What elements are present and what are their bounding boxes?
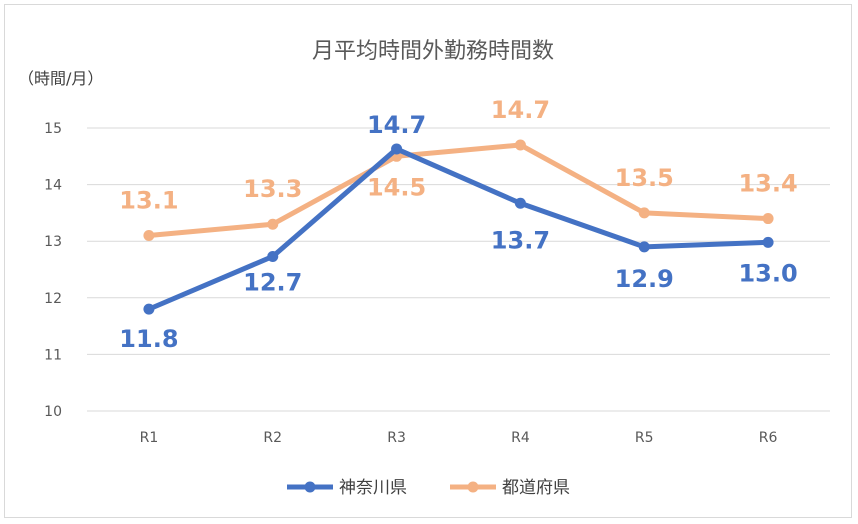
data-point: [514, 197, 526, 209]
y-tick-label: 13: [44, 234, 62, 250]
legend: 神奈川県 都道府県: [287, 478, 570, 498]
x-axis-ticks: R1 R2 R3 R4 R5 R6: [140, 430, 778, 446]
legend-label: 神奈川県: [339, 478, 407, 498]
data-point: [514, 139, 526, 151]
data-label: 12.7: [243, 268, 302, 296]
x-tick-label: R4: [511, 430, 530, 446]
gridlines: [87, 127, 830, 412]
data-point: [143, 230, 155, 242]
data-point: [267, 250, 279, 262]
legend-item: 神奈川県: [287, 478, 407, 498]
series-line: [146, 146, 771, 312]
y-axis-ticks: 10 11 12 13 14 15: [44, 121, 62, 420]
x-tick-label: R3: [387, 430, 406, 446]
data-label: 13.1: [119, 187, 178, 215]
legend-marker: [304, 481, 316, 493]
data-label: 14.5: [367, 173, 426, 201]
data-label: 13.7: [491, 226, 550, 254]
data-label: 14.7: [491, 96, 550, 124]
data-label: 13.5: [615, 164, 674, 192]
x-tick-label: R2: [263, 430, 282, 446]
y-tick-label: 12: [44, 291, 62, 307]
x-tick-label: R1: [140, 430, 159, 446]
data-label: 12.9: [615, 265, 674, 293]
chart-frame: [4, 4, 852, 518]
series-神奈川県: [143, 143, 774, 315]
data-label: 11.8: [119, 325, 178, 353]
y-axis-unit-label: （時間/月）: [18, 69, 103, 88]
legend-label: 都道府県: [502, 478, 570, 498]
data-point: [762, 213, 774, 225]
data-point: [638, 241, 650, 253]
y-tick-label: 15: [44, 121, 62, 137]
series-layer: [143, 139, 774, 315]
y-tick-label: 10: [44, 404, 62, 420]
data-label: 13.4: [738, 170, 797, 198]
data-labels: 11.8 12.7 14.7 13.7 12.9 13.0 13.1 13.3 14.5 14.7…: [119, 96, 797, 353]
data-label: 13.3: [243, 175, 302, 203]
series-line: [146, 142, 771, 239]
chart-title: 月平均時間外勤務時間数: [312, 39, 554, 64]
legend-item: 都道府県: [450, 478, 570, 498]
y-tick-label: 11: [44, 347, 62, 363]
data-label: 13.0: [738, 259, 797, 287]
y-tick-label: 14: [44, 178, 62, 194]
legend-marker: [467, 481, 479, 493]
data-point: [762, 236, 774, 248]
data-point: [391, 143, 403, 155]
x-tick-label: R5: [635, 430, 654, 446]
x-tick-label: R6: [759, 430, 778, 446]
data-point: [143, 303, 155, 315]
data-label: 14.7: [367, 111, 426, 139]
series-都道府県: [143, 139, 774, 242]
data-point: [267, 218, 279, 230]
data-point: [638, 207, 650, 219]
